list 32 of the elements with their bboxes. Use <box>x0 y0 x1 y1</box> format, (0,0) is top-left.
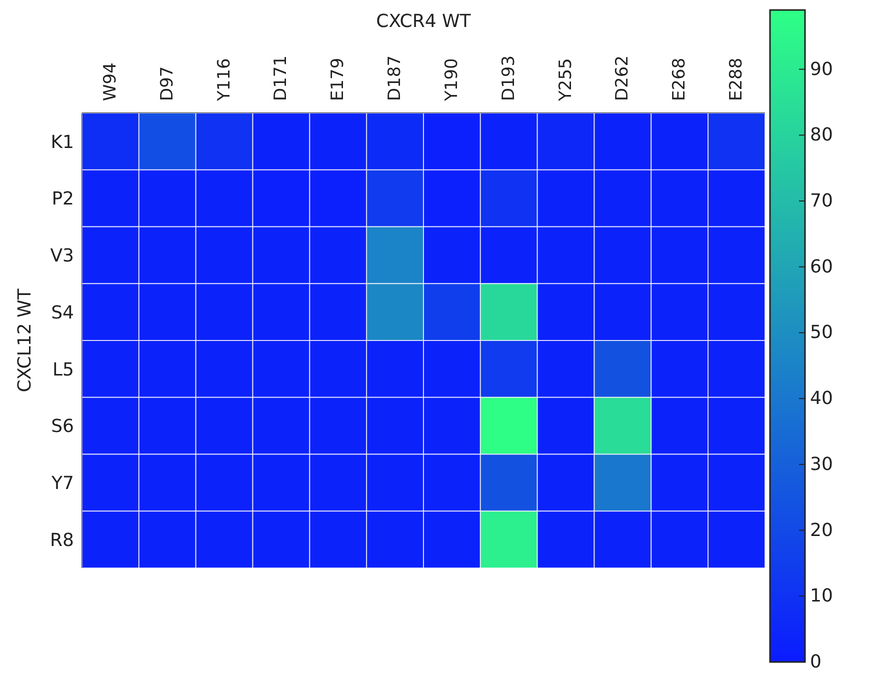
x-axis-title: CXCR4 WT <box>376 10 472 32</box>
y-tick-label: R8 <box>50 530 74 551</box>
color-bar-label: 0 <box>810 652 822 672</box>
color-bar-label: 20 <box>810 520 833 541</box>
y-tick-label: S4 <box>51 302 74 324</box>
x-tick-label: D262 <box>612 55 633 101</box>
color-bar-label: 80 <box>810 124 833 146</box>
y-tick-label: P2 <box>52 188 74 210</box>
color-bar-label: 60 <box>810 256 833 278</box>
color-bar-label: 40 <box>810 388 833 410</box>
x-tick-label: D171 <box>271 55 292 101</box>
y-tick-label: L5 <box>52 359 74 380</box>
x-tick-label: Y190 <box>442 58 462 102</box>
x-tick-label: Y116 <box>214 58 234 102</box>
color-bar-label: 90 <box>810 58 833 80</box>
color-bar-label: 50 <box>810 322 833 344</box>
color-bar-label: 70 <box>810 190 833 212</box>
color-bar-label: 10 <box>810 586 833 607</box>
x-tick-label: W94 <box>100 62 120 101</box>
y-tick-label: V3 <box>50 246 74 267</box>
x-tick-label: E288 <box>726 58 747 101</box>
y-tick-label: Y7 <box>50 473 74 494</box>
x-tick-label: D97 <box>157 66 178 101</box>
x-tick-label: E268 <box>670 58 690 101</box>
y-tick-label: S6 <box>51 416 74 438</box>
y-tick-label: K1 <box>50 132 74 153</box>
x-tick-label: E179 <box>328 58 348 101</box>
x-tick-label: D187 <box>385 55 406 101</box>
color-bar-label: 30 <box>810 454 833 475</box>
y-axis-title: CXCL12 WT <box>14 288 36 392</box>
x-tick-label: Y255 <box>556 58 576 102</box>
x-tick-label: D193 <box>498 55 519 101</box>
